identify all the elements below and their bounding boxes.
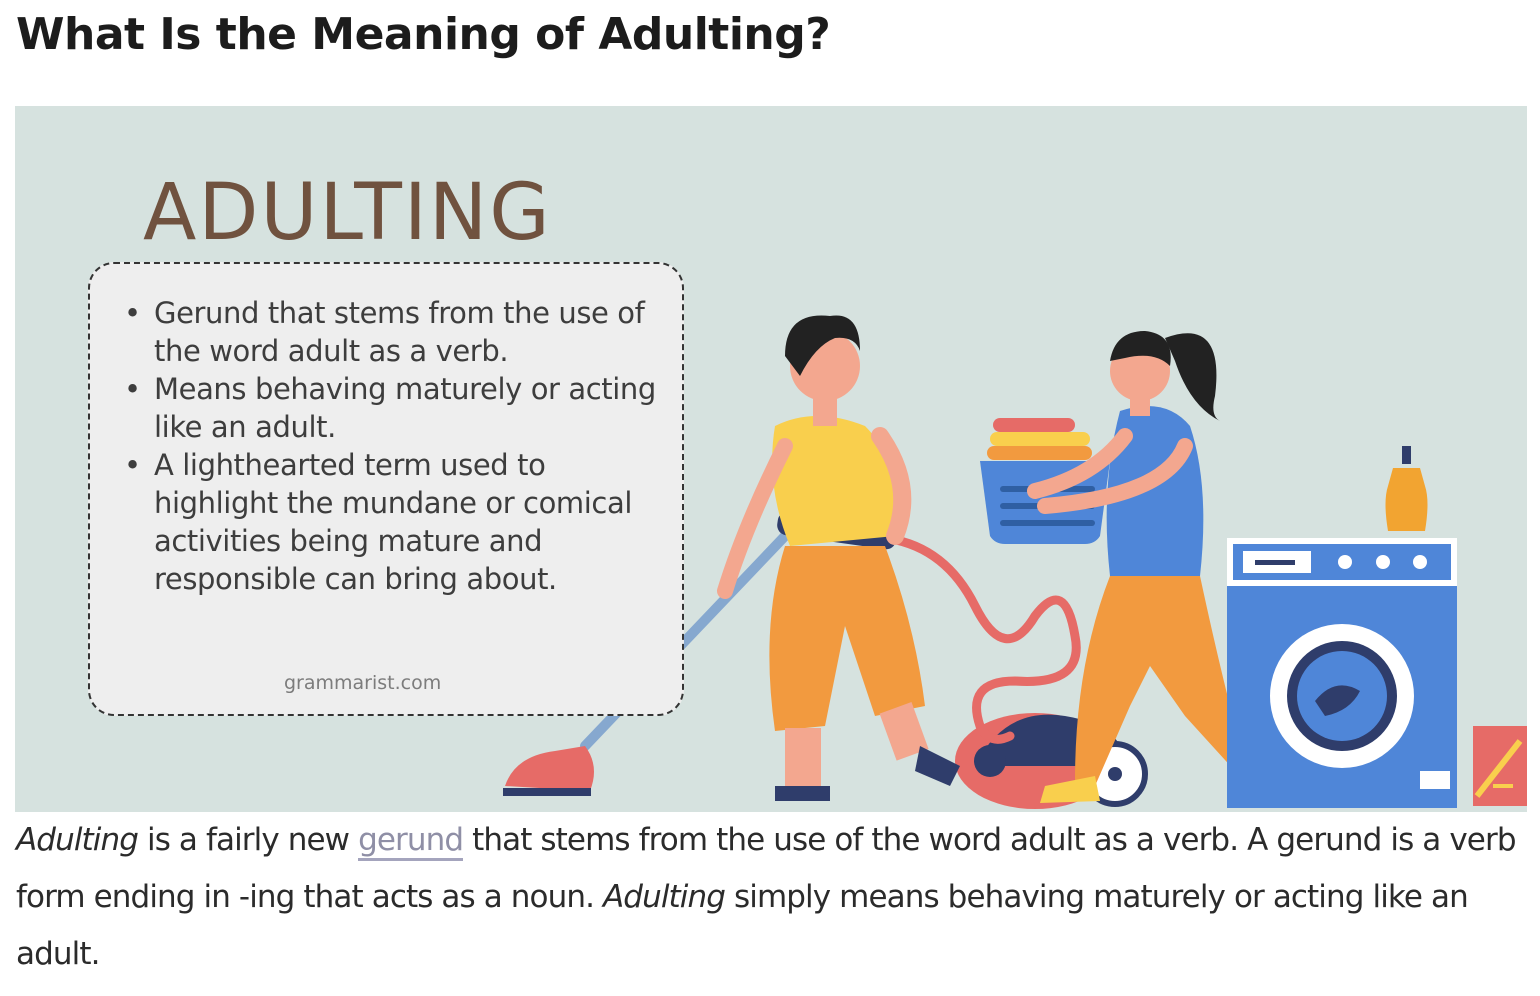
paragraph-text: that stems from the use of the word adul… bbox=[16, 822, 1517, 915]
detergent-bottle-icon bbox=[1385, 446, 1428, 531]
body-paragraph: Adulting is a fairly new gerund that ste… bbox=[16, 812, 1531, 983]
paragraph-text: is a fairly new bbox=[138, 822, 359, 858]
definition-list: Gerund that stems from the use of the wo… bbox=[124, 294, 674, 598]
infographic-heading: ADULTING bbox=[143, 168, 552, 258]
gerund-link[interactable]: gerund bbox=[358, 822, 464, 861]
term-adulting: Adulting bbox=[16, 822, 139, 858]
household-chores-illustration bbox=[503, 315, 1527, 809]
list-item: Gerund that stems from the use of the wo… bbox=[124, 294, 674, 370]
list-item: Means behaving maturely or acting like a… bbox=[124, 370, 674, 446]
definition-box: Gerund that stems from the use of the wo… bbox=[88, 262, 684, 716]
term-adulting: Adulting bbox=[603, 879, 726, 915]
adulting-infographic: ADULTING Gerund that stems from the use … bbox=[15, 106, 1527, 812]
list-item: A lighthearted term used to highlight th… bbox=[124, 446, 674, 598]
washing-machine-icon bbox=[1227, 538, 1457, 808]
woman-carrying-laundry-icon bbox=[1027, 331, 1275, 806]
man-vacuuming-icon bbox=[717, 315, 960, 801]
paragraph-text: simply means behaving maturely or acting… bbox=[16, 879, 1469, 972]
box-icon bbox=[1473, 726, 1527, 806]
page-title: What Is the Meaning of Adulting? bbox=[16, 9, 831, 60]
image-credit: grammarist.com bbox=[284, 672, 442, 694]
